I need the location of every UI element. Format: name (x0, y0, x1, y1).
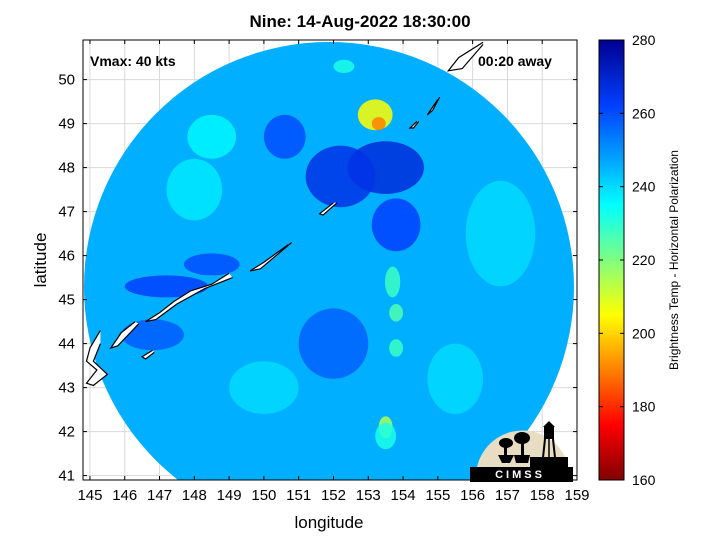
brightness-cell (305, 145, 376, 208)
colorbar-ticks: 160 180 200 220 240 260 280 (599, 32, 656, 488)
x-tick-label: 148 (182, 487, 207, 504)
brightness-cell (183, 253, 240, 276)
x-axis-ticks: 145 146 147 148 149 150 151 152 153 154 155 156 157 1… (77, 40, 590, 504)
y-axis-ticks: 41 42 43 44 45 46 47 48 49 50 (58, 72, 577, 485)
brightness-cell (298, 308, 369, 379)
x-tick-label: 154 (391, 487, 416, 504)
x-tick-label: 156 (460, 487, 485, 504)
brightness-cell (263, 114, 306, 159)
y-tick-label: 49 (58, 116, 75, 133)
y-tick-label: 42 (58, 424, 75, 441)
brightness-cell (371, 117, 386, 131)
colorbar-tick-label: 220 (632, 252, 656, 268)
x-tick-label: 158 (530, 487, 555, 504)
y-tick-label: 43 (58, 380, 75, 397)
coastline (426, 96, 441, 116)
logo-text: CIMSS (495, 469, 545, 481)
x-tick-label: 150 (251, 487, 276, 504)
brightness-cell (389, 304, 404, 322)
y-tick-label: 45 (58, 292, 75, 309)
time-away-label: 00:20 away (478, 53, 552, 69)
brightness-cell (121, 319, 184, 351)
brightness-cell (166, 158, 223, 221)
brightness-swath (84, 42, 574, 480)
coastline (446, 41, 484, 72)
coastline (145, 272, 233, 323)
x-tick-label: 153 (356, 487, 381, 504)
x-tick-label: 146 (112, 487, 137, 504)
brightness-cell (333, 59, 355, 73)
cimss-logo: CIMSS (470, 421, 573, 482)
colorbar-tick-label: 260 (632, 105, 656, 121)
x-tick-label: 157 (495, 487, 520, 504)
colorbar-title: Brightness Temp - Horizontal Polarizatio… (667, 150, 681, 370)
coastline-outlines (85, 41, 484, 387)
brightness-cell (427, 343, 484, 414)
coastline (318, 202, 338, 216)
vmax-label: Vmax: 40 kts (90, 53, 176, 69)
coastline (109, 321, 140, 350)
colorbar-tick-label: 200 (632, 325, 656, 341)
y-tick-label: 48 (58, 160, 75, 177)
x-tick-label: 145 (77, 487, 102, 504)
colorbar-tick-label: 180 (632, 399, 656, 415)
x-tick-label: 149 (217, 487, 242, 504)
chart-title: Nine: 14-Aug-2022 18:30:00 (249, 12, 471, 31)
brightness-cell (371, 198, 421, 252)
x-tick-label: 152 (321, 487, 346, 504)
brightness-cell (465, 180, 536, 287)
coastline (408, 120, 420, 129)
y-tick-label: 46 (58, 248, 75, 265)
colorbar-tick-label: 160 (632, 472, 656, 488)
x-tick-label: 155 (425, 487, 450, 504)
y-tick-label: 41 (58, 468, 75, 485)
x-tick-label: 151 (286, 487, 311, 504)
x-tick-label: 147 (147, 487, 172, 504)
brightness-cell (389, 339, 404, 357)
y-tick-label: 44 (58, 336, 75, 353)
y-tick-label: 47 (58, 204, 75, 221)
colorbar-tick-label: 240 (632, 179, 656, 195)
y-tick-label: 50 (58, 72, 75, 89)
coastline (140, 349, 155, 360)
coastline (85, 330, 109, 387)
plot-border (82, 39, 578, 481)
y-axis-title: latitude (31, 233, 50, 288)
brightness-cell (375, 422, 397, 450)
x-tick-label: 159 (564, 487, 589, 504)
x-axis-title: longitude (294, 513, 363, 532)
coastline (249, 241, 293, 272)
brightness-cell (187, 114, 237, 159)
brightness-cell (384, 266, 401, 298)
colorbar-tick-label: 280 (632, 32, 656, 48)
brightness-cell (124, 275, 209, 298)
brightness-cell (229, 361, 299, 414)
